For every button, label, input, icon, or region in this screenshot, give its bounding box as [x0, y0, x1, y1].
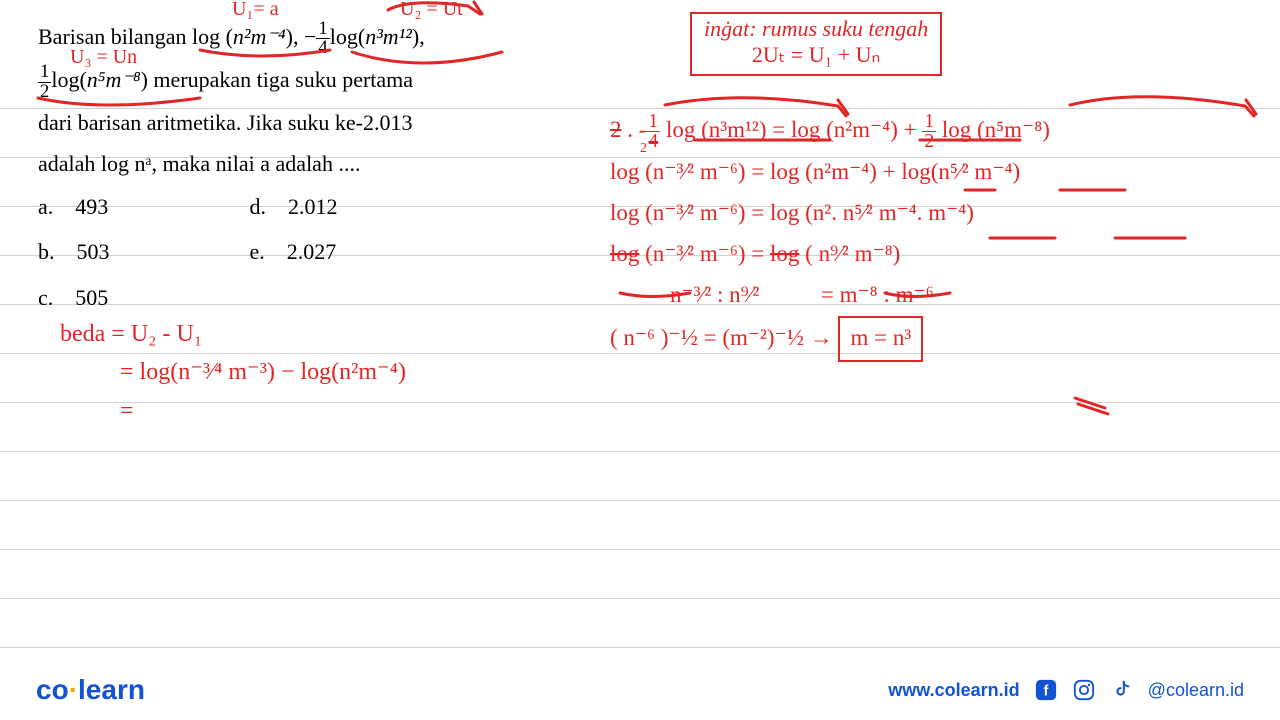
tiktok-icon	[1110, 678, 1134, 702]
work-r4: log (n⁻³⁄² m⁻⁶) = log ( n⁹⁄² m⁻⁸)	[610, 234, 1270, 275]
q-mid2: log(	[330, 24, 365, 49]
hint-box: inġat: rumus suku tengah 2Uₜ = U₁ + Uₙ	[690, 12, 942, 76]
work-r5-right: = m⁻⁸ : m⁻⁶	[821, 282, 934, 307]
svg-text:f: f	[1043, 684, 1048, 700]
work-r5-left: n⁻³⁄² : n⁹⁄²	[670, 282, 759, 307]
q-prefix: Barisan bilangan log (	[38, 24, 233, 49]
work-r5: n⁻³⁄² : n⁹⁄² = m⁻⁸ : m⁻⁶	[610, 275, 1270, 316]
work-r6-box: m = n³	[838, 316, 923, 363]
brand-dot: ·	[69, 674, 78, 705]
question-line-2: 12log(n⁵m⁻⁸) merupakan tiga suku pertama	[38, 61, 578, 101]
question-line-1: Barisan bilangan log (n²m⁻⁴), −14log(n³m…	[38, 18, 578, 58]
work-r3: log (n⁻³⁄² m⁻⁶) = log (n². n⁵⁄² m⁻⁴. m⁻⁴…	[610, 193, 1270, 234]
brand-logo: co·learn	[36, 674, 145, 706]
working-left: beda = U₂ - U₁ = log(n⁻³⁄⁴ m⁻³) − log(n²…	[60, 315, 406, 430]
footer-url: www.colearn.id	[888, 680, 1019, 701]
work-l1: beda = U₂ - U₁	[60, 315, 406, 353]
q-mid3: log(	[51, 67, 86, 92]
work-r6-left: ( n⁻⁶ )⁻½ = (m⁻²)⁻½ →	[610, 325, 833, 350]
q-term2: n³m¹²	[365, 24, 412, 49]
work-l3: =	[60, 392, 406, 430]
q-term3: n⁵m⁻⁸	[87, 67, 141, 92]
q-frac2-d: 2	[38, 83, 51, 102]
option-a: a.493	[38, 188, 110, 225]
footer-handle: @colearn.id	[1148, 680, 1244, 701]
brand-learn: learn	[78, 674, 145, 705]
work-r1: 2 . -14 log (n³m¹²) = log (n²m⁻⁴) + 12 l…	[610, 110, 1270, 152]
work-r2: log (n⁻³⁄² m⁻⁶) = log (n²m⁻⁴) + log(n⁵⁄²…	[610, 152, 1270, 193]
facebook-icon: f	[1034, 678, 1058, 702]
question-line-4: adalah log nᵃ, maka nilai a adalah ....	[38, 145, 578, 182]
instagram-icon	[1072, 678, 1096, 702]
q-term1: n²m⁻⁴	[233, 24, 286, 49]
options-block: a.493 b.503 c.505 d.2.012 e.2.027	[38, 188, 578, 316]
q-end2: ) merupakan tiga suku pertama	[141, 67, 413, 92]
question-line-3: dari barisan aritmetika. Jika suku ke-2.…	[38, 104, 578, 141]
option-b: b.503	[38, 233, 110, 270]
hint-line-1: inġat: rumus suku tengah	[704, 16, 928, 42]
option-c: c.505	[38, 279, 110, 316]
question-text: Barisan bilangan log (n²m⁻⁴), −14log(n³m…	[38, 18, 578, 316]
brand-co: co	[36, 674, 69, 705]
q-end1: ),	[412, 24, 425, 49]
hint-line-2: 2Uₜ = U₁ + Uₙ	[704, 42, 928, 68]
footer-right: www.colearn.id f @colearn.id	[888, 678, 1244, 702]
q-frac1-d: 4	[316, 39, 329, 58]
work-l2: = log(n⁻³⁄⁴ m⁻³) − log(n²m⁻⁴)	[60, 353, 406, 391]
option-d: d.2.012	[250, 188, 338, 225]
footer: co·learn www.colearn.id f @colearn.id	[0, 660, 1280, 720]
working-right: 2 . -14 log (n³m¹²) = log (n²m⁻⁴) + 12 l…	[610, 110, 1270, 362]
q-mid1: ), −	[286, 24, 317, 49]
q-frac2-n: 1	[38, 63, 51, 83]
work-r6: ( n⁻⁶ )⁻½ = (m⁻²)⁻½ → m = n³	[610, 316, 1270, 363]
option-e: e.2.027	[250, 233, 338, 270]
